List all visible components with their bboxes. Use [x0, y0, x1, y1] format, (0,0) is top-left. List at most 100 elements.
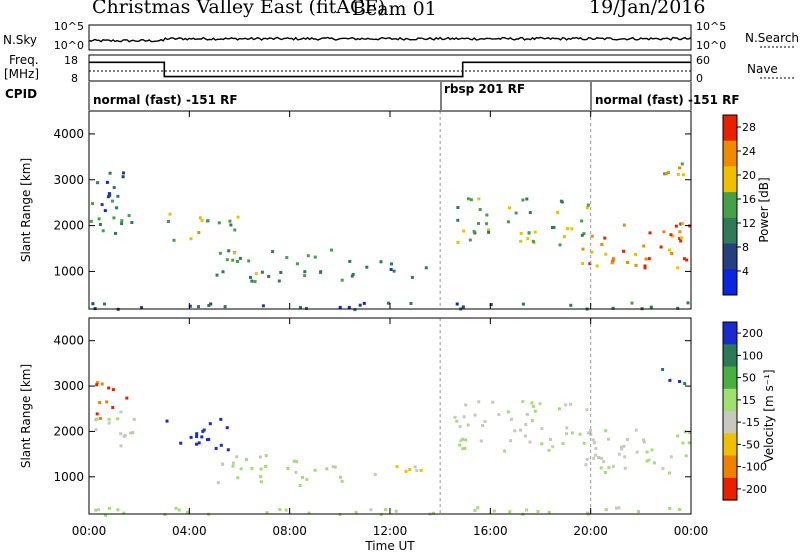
velocity-colorbar-label: Velocity [m s⁻¹]	[762, 369, 776, 462]
colorbar-swatch	[723, 217, 737, 245]
echo-cell	[663, 172, 667, 176]
echo-cell	[249, 275, 252, 279]
echo-cell	[592, 456, 596, 460]
echo-cell	[526, 237, 530, 241]
echo-cell	[384, 508, 387, 512]
echo-cell	[607, 466, 611, 470]
freq-left-tick: 18	[64, 54, 78, 67]
colorbar-swatch	[723, 388, 737, 412]
echo-cell	[478, 208, 482, 211]
echo-cell	[625, 438, 629, 441]
echo-cell	[128, 431, 132, 435]
echo-cell	[485, 213, 489, 217]
echo-cell	[116, 508, 120, 512]
echo-cell	[277, 279, 281, 283]
echo-cell	[189, 237, 193, 241]
velocity-echoes	[94, 368, 691, 517]
echo-cell	[524, 423, 528, 426]
echo-cell	[215, 273, 219, 277]
echo-cell	[473, 413, 477, 417]
echo-cell	[466, 423, 470, 427]
echo-cell	[521, 302, 525, 306]
echo-cell	[678, 380, 682, 383]
echo-cell	[389, 268, 393, 271]
echo-cell	[226, 448, 230, 452]
chart-title: Christmas Valley East (fitACF)	[92, 0, 386, 18]
colorbar-tick-label: 20	[742, 169, 756, 182]
echo-cell	[661, 467, 665, 471]
echo-cell	[223, 305, 227, 309]
echo-cell	[679, 222, 683, 226]
echo-cell	[671, 234, 675, 238]
echo-cell	[231, 464, 235, 468]
echo-cell	[479, 439, 483, 443]
echo-cell	[678, 230, 682, 234]
power-colorbar: 4 8 12 16 20 24 28	[722, 114, 756, 296]
echo-cell	[340, 479, 344, 483]
echo-cell	[201, 429, 205, 433]
echo-cell	[432, 511, 435, 515]
echo-cell	[662, 230, 666, 234]
echo-cell	[497, 413, 501, 417]
echo-cell	[198, 216, 202, 220]
echo-cell	[340, 278, 344, 282]
echo-cell	[552, 225, 556, 229]
echo-cell	[116, 417, 120, 421]
x-tick-label: 00:00	[674, 524, 709, 538]
echo-cell	[116, 194, 120, 198]
echo-cell	[684, 454, 688, 458]
echo-cell	[319, 270, 323, 274]
echo-cell	[476, 506, 480, 510]
echo-cell	[523, 434, 527, 438]
echo-cell	[231, 258, 235, 262]
colorbar-frame	[722, 114, 738, 296]
colorbar-tick-label: -100	[742, 461, 767, 474]
echo-cell	[666, 171, 670, 174]
echo-cell	[333, 465, 337, 469]
noise-right-tick: 10^5	[696, 20, 726, 33]
echo-cell	[100, 382, 104, 386]
echo-cell	[643, 266, 647, 270]
echo-cell	[286, 467, 290, 470]
echo-cell	[107, 386, 111, 390]
nave-right-tick: 60	[696, 54, 710, 67]
echo-cell	[580, 233, 584, 237]
echo-cell	[623, 466, 627, 470]
echo-cell	[91, 202, 94, 206]
echo-cell	[590, 234, 594, 238]
echo-cell	[650, 448, 654, 452]
echo-cell	[200, 218, 204, 222]
echo-cell	[229, 223, 233, 227]
echo-cell	[536, 510, 540, 513]
cpid-segment-label: normal (fast) -151 RF	[93, 93, 238, 107]
echo-cell	[244, 458, 248, 461]
echo-cell	[483, 420, 487, 424]
echo-cell	[338, 305, 342, 309]
echo-cell	[285, 256, 289, 260]
echo-cell	[91, 302, 95, 306]
echo-cell	[390, 262, 393, 266]
colorbar-frame	[722, 321, 738, 501]
echo-cell	[395, 465, 399, 469]
echo-cell	[611, 464, 615, 468]
echo-cell	[107, 421, 111, 425]
echo-cell	[250, 279, 254, 283]
echo-cell	[235, 455, 239, 459]
echo-cell	[582, 441, 586, 445]
echo-cell	[265, 511, 269, 515]
echo-cell	[622, 444, 626, 448]
echo-cell	[271, 250, 275, 254]
echo-cell	[97, 217, 101, 221]
echo-cell	[652, 461, 656, 465]
echo-cell	[339, 475, 342, 479]
echo-cell	[611, 306, 615, 310]
echo-cell	[119, 432, 123, 436]
echo-cell	[462, 415, 466, 419]
echo-cell	[668, 378, 672, 382]
y-tick-label: 3000	[53, 379, 84, 393]
echo-cell	[140, 306, 143, 310]
freq-left-tick: 8	[71, 72, 78, 85]
echo-cell	[225, 258, 229, 262]
echo-cell	[549, 438, 552, 441]
echo-cell	[634, 428, 638, 432]
